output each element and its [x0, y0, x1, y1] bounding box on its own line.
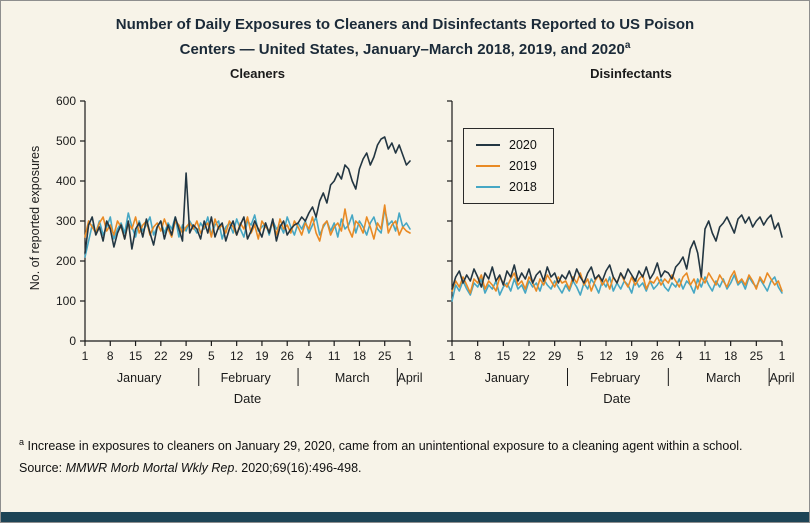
source-line: Source: MMWR Morb Mortal Wkly Rep. 2020;… [19, 461, 791, 475]
cleaners-y-tick-label: 300 [56, 214, 76, 228]
cleaners-x-axis-title: Date [234, 391, 261, 406]
source-citation: . 2020;69(16):496-498. [234, 461, 362, 476]
legend-swatch-2020 [476, 144, 500, 146]
legend-item-2018: 2018 [476, 180, 537, 194]
legend-swatch-2019 [476, 165, 500, 167]
cleaners-x-tick-label: 4 [306, 349, 313, 363]
cleaners-series-2019-line [84, 204, 411, 242]
disinfectants-x-tick-label: 25 [750, 349, 764, 363]
disinfectants-x-tick-label: 11 [699, 349, 712, 363]
cleaners-y-tick-label: 100 [56, 294, 76, 308]
cleaners-y-tick-label: 200 [56, 254, 76, 268]
cleaners-y-tick-label: 0 [69, 334, 76, 348]
cleaners-x-tick-label: 11 [328, 349, 341, 363]
title-line-2: Centers — United States, January–March 2… [31, 35, 779, 60]
cleaners-x-tick-label: 19 [255, 349, 269, 363]
footnote-text: Increase in exposures to cleaners on Jan… [27, 439, 743, 454]
disinfectants-month-label: March [706, 371, 741, 385]
cleaners-series-2020-line [84, 136, 411, 254]
legend: 2020 2019 2018 [463, 128, 554, 204]
disinfectants-x-tick-label: 12 [599, 349, 613, 363]
legend-label-2018: 2018 [509, 180, 537, 194]
cleaners-x-tick-label: 15 [129, 349, 143, 363]
figure-title: Number of Daily Exposures to Cleaners an… [31, 14, 779, 60]
source-prefix: Source: [19, 461, 66, 476]
cleaners-x-tick-label: 1 [82, 349, 89, 363]
disinfectants-x-tick-label: 26 [651, 349, 665, 363]
cleaners-x-tick-label: 29 [179, 349, 193, 363]
title-line-2-text: Centers — United States, January–March 2… [179, 41, 625, 58]
cleaners-x-tick-label: 5 [208, 349, 215, 363]
cleaners-month-label: March [335, 371, 370, 385]
cleaners-y-tick-label: 400 [56, 174, 76, 188]
disinfectants-x-tick-label: 5 [577, 349, 584, 363]
cleaners-y-tick-label: 500 [56, 134, 76, 148]
disinfectants-x-tick-label: 22 [522, 349, 536, 363]
disinfectants-x-tick-label: 8 [474, 349, 481, 363]
cleaners-month-label: February [221, 371, 272, 385]
disinfectants-month-label: April [769, 371, 794, 385]
panel-title-disinfectants: Disinfectants [590, 66, 672, 81]
footnote-marker: a [19, 437, 25, 447]
disinfectants-x-tick-label: 4 [676, 349, 683, 363]
charts-row: No. of reported exposures Cleaners 0 100 2… [1, 66, 809, 408]
legend-item-2020: 2020 [476, 138, 537, 152]
cleaners-series-2018-line [84, 208, 411, 258]
disinfectants-month-label: February [590, 371, 641, 385]
cleaners-x-tick-label: 22 [154, 349, 168, 363]
disinfectants-x-tick-label: 1 [449, 349, 456, 363]
disinfectants-x-tick-label: 29 [548, 349, 562, 363]
disinfectants-series-2020-line [451, 214, 783, 290]
y-axis-label: No. of reported exposures [28, 145, 42, 291]
legend-item-2019: 2019 [476, 159, 537, 173]
cleaners-x-tick-label: 26 [281, 349, 295, 363]
disinfectants-x-tick-label: 19 [625, 349, 639, 363]
panel-cleaners: Cleaners 0 100 200 300 400 500 600 1 8 15 22 29 5 12 1… [35, 66, 430, 408]
disinfectants-x-tick-label: 18 [724, 349, 738, 363]
disinfectants-month-label: January [485, 371, 530, 385]
cleaners-x-tick-label: 18 [353, 349, 367, 363]
cleaners-x-tick-label: 25 [378, 349, 392, 363]
legend-label-2019: 2019 [509, 159, 537, 173]
cleaners-x-tick-label: 1 [407, 349, 414, 363]
panel-title-cleaners: Cleaners [230, 66, 285, 81]
disinfectants-x-tick-label: 15 [497, 349, 511, 363]
footnote: a Increase in exposures to cleaners on J… [19, 434, 791, 454]
disinfectants-x-tick-label: 1 [779, 349, 786, 363]
cleaners-y-tick-label: 600 [56, 94, 76, 108]
title-footnote-marker: a [624, 40, 631, 51]
title-line-1: Number of Daily Exposures to Cleaners an… [115, 16, 695, 33]
legend-swatch-2018 [476, 186, 500, 188]
cleaners-x-tick-label: 8 [107, 349, 114, 363]
disinfectants-x-axis-title: Date [603, 391, 630, 406]
cleaners-month-label: January [117, 371, 162, 385]
source-journal: MMWR Morb Mortal Wkly Rep [65, 461, 235, 476]
legend-label-2020: 2020 [509, 138, 537, 152]
cleaners-x-tick-label: 12 [230, 349, 244, 363]
bottom-accent-bar [1, 512, 809, 522]
cleaners-month-label: April [397, 371, 422, 385]
panel-disinfectants: Disinfectants 1 8 15 22 29 5 12 19 26 4 11 18 25 1 Jan… [440, 66, 809, 408]
